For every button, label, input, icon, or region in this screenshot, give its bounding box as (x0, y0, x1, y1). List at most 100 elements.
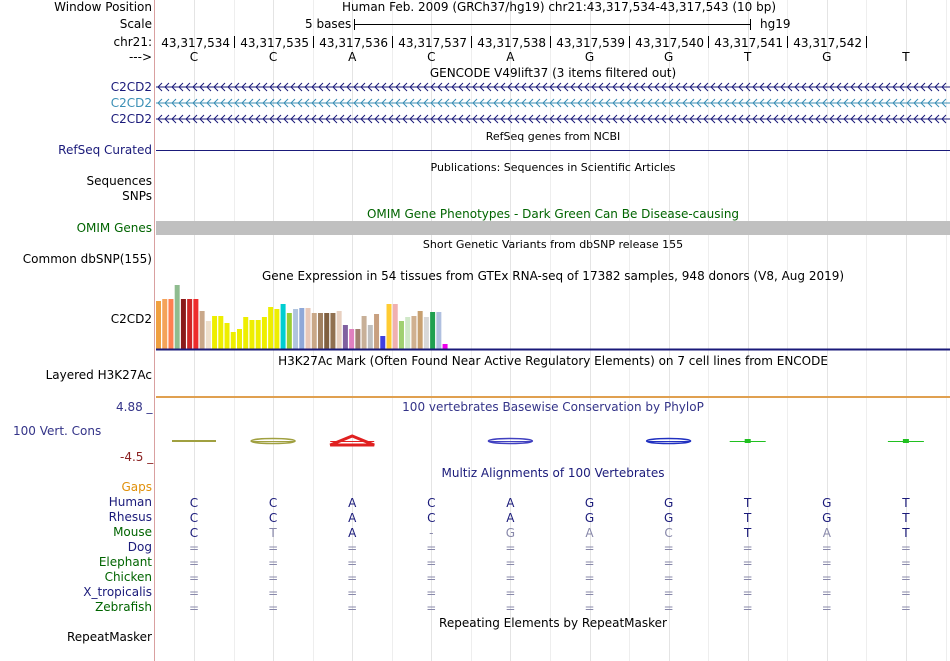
strand-arrow (570, 114, 576, 124)
gtex-tissue-bar[interactable] (174, 285, 180, 349)
strand-arrow (388, 114, 394, 124)
strand-arrow (703, 82, 709, 92)
publications-sequences-label[interactable]: Sequences (86, 174, 152, 188)
gtex-tissue-bar[interactable] (398, 321, 404, 349)
gtex-tissue-bar[interactable] (261, 317, 267, 349)
gtex-tissue-bar[interactable] (180, 299, 186, 349)
gtex-tissue-bar[interactable] (168, 299, 174, 349)
refseq-transcript-line[interactable] (156, 150, 950, 151)
gencode-transcript-line[interactable] (156, 98, 950, 108)
strand-arrow (283, 98, 289, 108)
strand-arrow (472, 98, 478, 108)
phylop-conservation-plot[interactable] (156, 432, 950, 454)
strand-arrow (486, 114, 492, 124)
omim-gene-bar[interactable] (156, 221, 950, 235)
gtex-tissue-bar[interactable] (199, 311, 205, 349)
gtex-tissue-bar[interactable] (205, 321, 211, 349)
species-label[interactable]: Mouse (113, 525, 152, 539)
species-label[interactable]: Gaps (121, 480, 152, 494)
gencode-row-label[interactable]: C2CD2 (110, 112, 152, 126)
gtex-tissue-bar[interactable] (324, 313, 330, 349)
aligned-base: C (189, 496, 199, 510)
phylop-track-title: 100 vertebrates Basewise Conservation by… (402, 400, 704, 414)
gtex-tissue-bar[interactable] (380, 336, 386, 349)
gtex-tissue-bar[interactable] (386, 304, 392, 349)
h3k27ac-signal-line[interactable] (156, 396, 950, 398)
gtex-tissue-bar[interactable] (243, 317, 249, 349)
gtex-tissue-bar[interactable] (417, 311, 423, 349)
aligned-base: = (821, 556, 832, 570)
gtex-label[interactable]: C2CD2 (110, 312, 152, 326)
aligned-base: = (663, 556, 674, 570)
species-label[interactable]: Dog (127, 540, 152, 554)
gtex-tissue-bar[interactable] (411, 316, 417, 349)
species-label[interactable]: Elephant (98, 555, 152, 569)
phylop-label[interactable]: 100 Vert. Cons (13, 424, 102, 438)
gtex-tissue-bar[interactable] (162, 299, 168, 349)
gtex-tissue-bar[interactable] (187, 299, 193, 349)
gencode-transcript-line[interactable] (156, 114, 950, 124)
gtex-tissue-bar[interactable] (430, 312, 436, 349)
species-label[interactable]: Chicken (104, 570, 152, 584)
gtex-tissue-bar[interactable] (436, 312, 442, 349)
gtex-tissue-bar[interactable] (405, 317, 411, 349)
gtex-tissue-bar[interactable] (305, 308, 311, 349)
gtex-tissue-bar[interactable] (355, 329, 361, 349)
strand-arrow (563, 82, 569, 92)
gtex-tissue-bar[interactable] (274, 309, 280, 349)
gtex-tissue-bar[interactable] (374, 314, 380, 349)
publications-snps-label[interactable]: SNPs (122, 189, 152, 203)
gtex-bar-chart[interactable] (156, 283, 950, 351)
strand-arrow (444, 82, 450, 92)
gtex-tissue-bar[interactable] (317, 313, 323, 349)
gtex-tissue-bar[interactable] (230, 332, 236, 349)
gencode-transcript-line[interactable] (156, 82, 950, 92)
gtex-tissue-bar[interactable] (367, 325, 373, 349)
gtex-tissue-bar[interactable] (193, 299, 199, 349)
strand-arrow (451, 82, 457, 92)
gtex-tissue-bar[interactable] (156, 301, 161, 349)
gtex-tissue-bar[interactable] (249, 320, 255, 349)
gtex-tissue-bar[interactable] (349, 329, 355, 349)
gtex-tissue-bar[interactable] (330, 313, 336, 349)
gtex-tissue-bar[interactable] (311, 313, 317, 349)
gtex-tissue-bar[interactable] (255, 320, 261, 349)
gtex-tissue-bar[interactable] (361, 316, 367, 349)
strand-arrow (864, 114, 870, 124)
gtex-tissue-bar[interactable] (342, 325, 348, 349)
scale-bar (354, 24, 750, 25)
dbsnp-label[interactable]: Common dbSNP(155) (22, 252, 152, 266)
gtex-tissue-bar[interactable] (236, 329, 242, 349)
gtex-tissue-bar[interactable] (392, 304, 398, 349)
h3k27ac-label[interactable]: Layered H3K27Ac (45, 368, 152, 382)
species-label[interactable]: X_tropicalis (83, 585, 152, 599)
species-label[interactable]: Zebrafish (95, 600, 152, 614)
strand-arrow (234, 82, 240, 92)
strand-arrow (325, 82, 331, 92)
gtex-tissue-bar[interactable] (423, 317, 429, 349)
species-label[interactable]: Human (108, 495, 152, 509)
gtex-tissue-bar[interactable] (299, 308, 305, 349)
repeatmasker-label[interactable]: RepeatMasker (66, 630, 152, 644)
gtex-tissue-bar[interactable] (218, 316, 224, 349)
gtex-tissue-bar[interactable] (293, 309, 299, 349)
gtex-tissue-bar[interactable] (442, 344, 448, 349)
gtex-tissue-bar[interactable] (336, 311, 342, 349)
gtex-tissue-bar[interactable] (212, 316, 218, 349)
omim-label[interactable]: OMIM Genes (76, 221, 152, 235)
species-label[interactable]: Rhesus (108, 510, 152, 524)
strand-arrow (220, 82, 226, 92)
gencode-row-label[interactable]: C2CD2 (110, 96, 152, 110)
gtex-tissue-bar[interactable] (224, 323, 230, 349)
gtex-tissue-bar[interactable] (286, 313, 292, 349)
coordinate-tick (787, 36, 788, 48)
strand-arrow (913, 82, 919, 92)
gtex-tissue-bar[interactable] (280, 304, 286, 349)
label-column-divider[interactable] (154, 0, 155, 661)
strand-arrow (465, 114, 471, 124)
gtex-tissue-bar[interactable] (268, 307, 274, 349)
phylop-score-mark[interactable] (329, 434, 375, 447)
gencode-row-label[interactable]: C2CD2 (110, 80, 152, 94)
refseq-label[interactable]: RefSeq Curated (58, 143, 152, 157)
